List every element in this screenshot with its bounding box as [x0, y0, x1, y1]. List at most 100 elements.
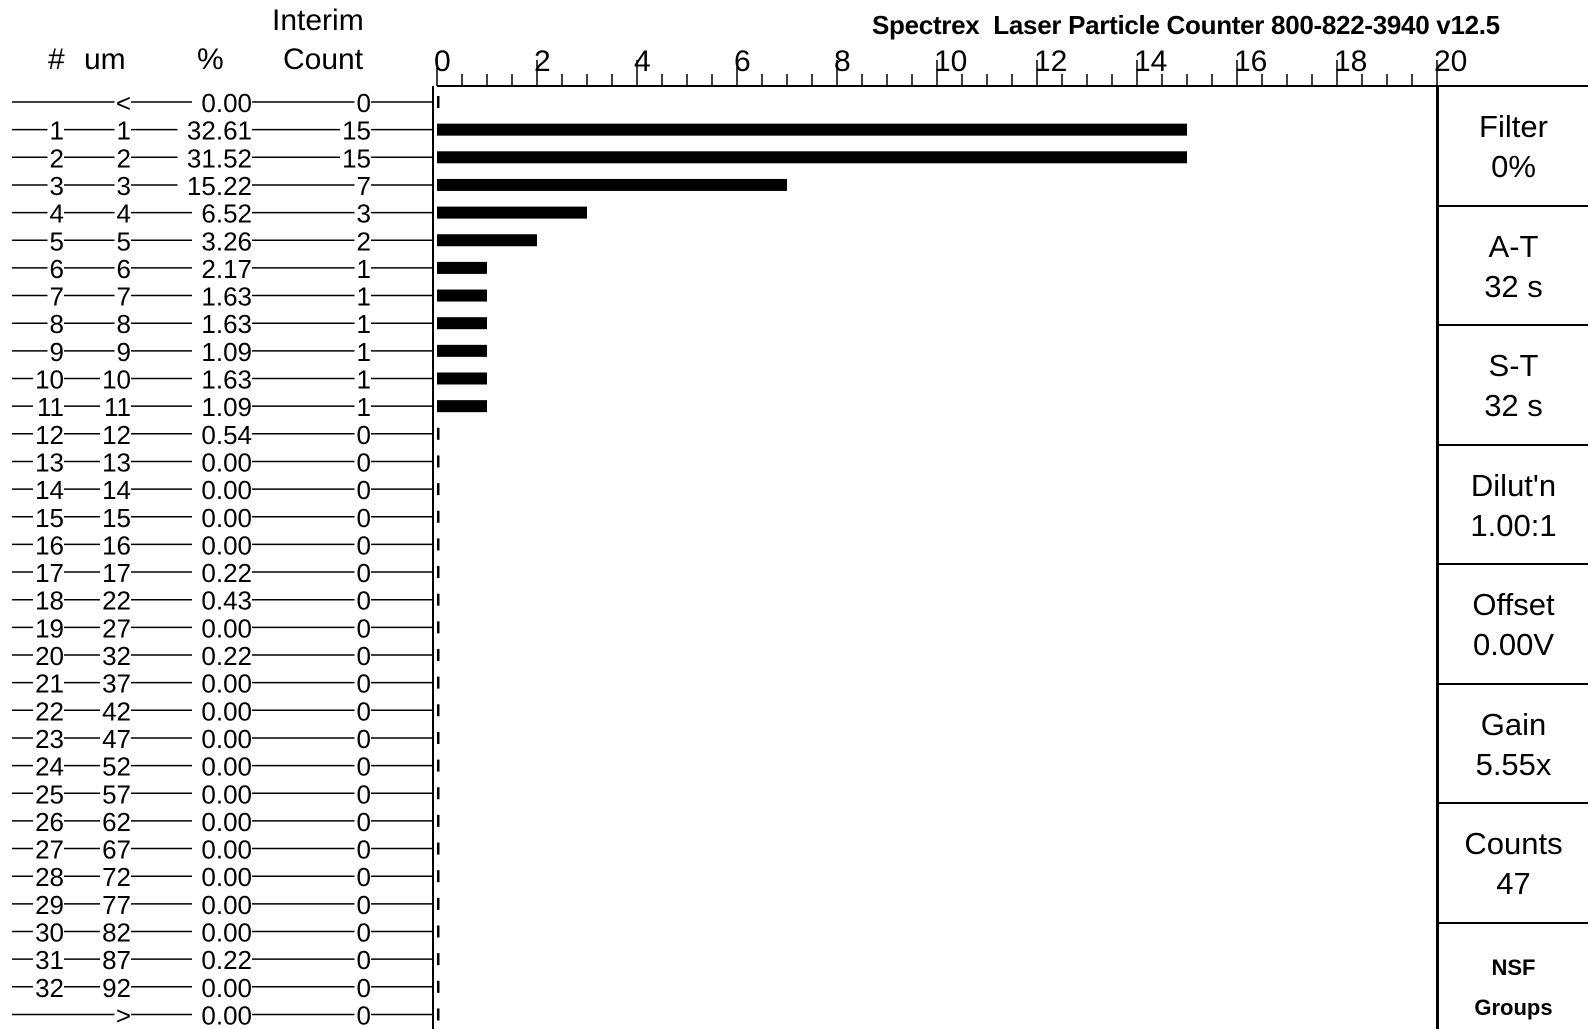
row-percent-bg	[177, 144, 252, 169]
row-size-um-bg	[114, 337, 131, 362]
row-number: 28	[35, 862, 64, 892]
row-percent: 0.54	[201, 420, 252, 450]
row-size-um: 5	[117, 226, 131, 256]
x-tick-label: 14	[1134, 45, 1167, 78]
row-interim-count-bg	[354, 697, 371, 722]
panel-label: Filter	[1479, 109, 1548, 144]
row-interim-count: 1	[357, 337, 371, 367]
row-percent: 1.63	[201, 365, 252, 395]
row-interim-count-bg	[354, 780, 371, 805]
row-size-um: 3	[117, 171, 131, 201]
row-interim-count-bg	[354, 337, 371, 362]
row-size-um-bg	[100, 531, 131, 556]
row-size-um: 14	[102, 475, 131, 505]
row-interim-count: 0	[357, 558, 371, 588]
row-size-um-bg	[114, 254, 131, 279]
panel-label: Gain	[1480, 706, 1547, 742]
bar	[437, 566, 440, 579]
panel-counts: Counts 47	[1437, 804, 1588, 924]
panel-offset: Offset 0.00V	[1437, 565, 1588, 685]
panel-value: 5.55x	[1475, 746, 1552, 782]
row-size-um-bg	[100, 476, 131, 501]
row-size-um: 11	[104, 392, 131, 422]
row-interim-count-bg	[354, 171, 371, 196]
row-number-bg	[33, 669, 64, 694]
row-size-um-bg	[114, 171, 131, 196]
row-interim-count-bg	[340, 116, 371, 141]
row-percent-bg	[192, 476, 252, 501]
row-percent-bg	[192, 780, 252, 805]
row-interim-count: 15	[342, 116, 371, 146]
row-size-um-bg	[114, 89, 131, 113]
bar	[437, 400, 487, 413]
row-size-um-bg	[114, 144, 131, 169]
bar	[437, 234, 537, 247]
x-tick-label: 18	[1334, 45, 1367, 78]
row-percent-bg	[192, 807, 252, 832]
row-size-um: 10	[102, 365, 131, 395]
row-interim-count: 0	[357, 641, 371, 671]
bar	[437, 317, 487, 330]
row-percent: 0.22	[201, 558, 252, 588]
row-number: 1	[50, 116, 64, 146]
row-interim-count-bg	[354, 199, 371, 224]
row-percent-bg	[192, 918, 252, 943]
bar	[437, 787, 440, 800]
row-interim-count-bg	[354, 807, 371, 832]
row-interim-count: 0	[357, 447, 371, 477]
row-interim-count: 0	[357, 586, 371, 616]
row-percent: 0.00	[201, 613, 252, 643]
x-tick-label: 4	[634, 45, 651, 78]
panel-value: 47	[1496, 866, 1531, 901]
panel-s-t: S-T 32 s	[1437, 326, 1588, 446]
row-percent: 0.00	[201, 447, 252, 477]
row-percent: 0.00	[201, 807, 252, 837]
row-number: 3	[50, 171, 64, 201]
bar	[437, 759, 440, 772]
x-tick-label: 6	[734, 45, 751, 78]
row-size-um-bg	[100, 973, 131, 998]
row-number: 21	[35, 669, 64, 699]
row-size-um: 22	[102, 586, 131, 616]
row-interim-count: 0	[357, 503, 371, 533]
bar	[437, 510, 440, 523]
row-number: 23	[35, 724, 64, 754]
bar	[437, 593, 440, 606]
panel-filter: Filter 0%	[1437, 87, 1588, 207]
bar	[437, 621, 440, 634]
row-number-bg	[33, 614, 64, 639]
header-count: Count	[283, 43, 364, 76]
row-interim-count: 0	[357, 918, 371, 948]
row-interim-count-bg	[354, 614, 371, 639]
row-size-um: 6	[117, 254, 131, 284]
row-size-um-bg	[100, 918, 131, 943]
panel-label: Counts	[1464, 826, 1563, 861]
row-size-um-bg	[100, 503, 131, 528]
row-percent-bg	[192, 254, 252, 279]
row-number: 31	[35, 945, 64, 975]
row-percent-bg	[192, 393, 252, 418]
row-number-bg	[33, 503, 64, 528]
row-number-bg	[33, 697, 64, 722]
row-interim-count-bg	[354, 973, 371, 998]
row-percent: 1.09	[201, 337, 252, 367]
row-size-um: 7	[117, 282, 131, 312]
row-percent: 0.00	[201, 1000, 252, 1029]
x-tick-label: 16	[1234, 45, 1267, 78]
row-size-um: 1	[117, 116, 131, 146]
row-number: 6	[50, 254, 64, 284]
row-number-bg	[47, 199, 64, 224]
bar-series	[437, 96, 1187, 1021]
row-interim-count: 0	[357, 420, 371, 450]
row-number: 4	[50, 199, 64, 229]
row-number: 16	[35, 530, 64, 560]
row-number: 11	[37, 392, 64, 422]
row-size-um-bg	[100, 614, 131, 639]
row-percent: 0.00	[201, 696, 252, 726]
bar	[437, 1008, 440, 1021]
x-tick-label: 10	[934, 45, 967, 78]
bar	[437, 123, 1187, 136]
row-percent: 0.00	[201, 475, 252, 505]
row-number: 5	[50, 226, 64, 256]
bar	[437, 649, 440, 661]
